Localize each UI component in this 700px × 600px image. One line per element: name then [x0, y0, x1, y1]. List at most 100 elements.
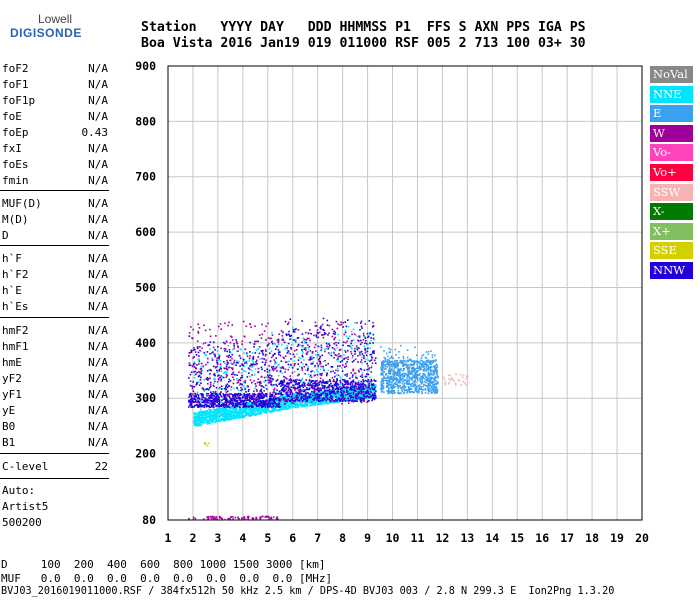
data-point-nne [352, 390, 355, 393]
data-point-e [423, 380, 426, 383]
param-value: N/A [88, 229, 108, 242]
data-point-nnw [187, 406, 190, 408]
x-tick-label: 20 [635, 531, 649, 545]
data-point-nne [206, 423, 209, 425]
data-point-e [398, 381, 400, 384]
data-point-nnw [194, 400, 197, 403]
data-point-nnw [200, 376, 202, 379]
data-point-e [392, 383, 395, 386]
data-point-e [399, 361, 401, 364]
data-point-e [382, 369, 385, 372]
data-point-nne [299, 344, 301, 346]
data-point-nne [299, 402, 302, 404]
data-point-e [381, 361, 384, 363]
data-point-e [394, 348, 397, 351]
data-point-e [423, 368, 426, 370]
data-point-e [420, 382, 423, 385]
data-point-nnw [319, 355, 321, 358]
data-point-nne [297, 406, 300, 408]
data-point-nne [251, 352, 254, 354]
data-point-e [393, 362, 396, 364]
data-point-nnw [322, 328, 324, 331]
data-point-nne [210, 413, 213, 416]
data-point-nne [228, 415, 231, 417]
data-point-nne [357, 379, 360, 382]
data-point-nnw [314, 384, 317, 387]
data-point-e [428, 387, 430, 390]
data-point-nnw [212, 403, 214, 406]
data-point-e [434, 367, 436, 370]
data-point-e [422, 389, 425, 391]
data-point-e [406, 367, 409, 370]
data-point-e [408, 389, 410, 391]
data-point-e [380, 381, 383, 383]
data-point-nnw [225, 365, 228, 368]
data-point-nnw [314, 394, 316, 397]
data-point-nnw [304, 385, 306, 387]
data-point-nne [254, 410, 257, 413]
data-point-nne [337, 333, 339, 336]
data-point-e [420, 375, 422, 378]
data-point-e [429, 377, 432, 379]
data-point-nne [372, 386, 374, 389]
data-point-e [407, 372, 410, 375]
data-point-e [394, 385, 396, 388]
data-point-nne [241, 412, 244, 415]
data-point-nne [337, 401, 339, 403]
data-point-nne [255, 408, 257, 411]
data-point-nne [315, 398, 317, 401]
data-point-nne [294, 401, 296, 404]
data-point-nnw [305, 394, 307, 396]
data-point-nne [236, 415, 239, 417]
data-point-e [416, 376, 419, 379]
data-point-nne [224, 410, 227, 413]
data-point-nne [207, 416, 209, 419]
data-point-e [403, 392, 405, 394]
data-point-nne [365, 397, 368, 400]
data-point-e [390, 369, 393, 371]
data-point-nnw [263, 396, 266, 398]
data-point-e [389, 351, 392, 353]
data-point-nne [304, 404, 307, 406]
data-point-e [382, 387, 385, 389]
data-point-nne [351, 390, 353, 393]
data-point-nnw [214, 400, 217, 402]
data-point-nnw [301, 354, 304, 357]
data-point-e [399, 378, 402, 381]
data-point-nnw [291, 392, 294, 395]
data-point-nne [225, 408, 228, 411]
data-point-nnw [356, 348, 359, 351]
data-point-nnw [282, 367, 285, 370]
data-point-nne [359, 394, 362, 397]
data-point-nne [318, 354, 320, 357]
data-point-nnw [300, 396, 302, 399]
data-point-nne [309, 401, 311, 404]
data-point-nnw [210, 403, 213, 406]
data-point-nnw [372, 395, 375, 398]
data-point-e [398, 370, 400, 372]
data-point-nne [266, 404, 268, 407]
data-point-e [389, 375, 392, 378]
data-point-nnw [285, 387, 288, 390]
data-point-nne [215, 415, 218, 417]
data-point-nnw [200, 382, 202, 384]
data-point-e [427, 363, 429, 366]
data-point-nne [281, 408, 284, 411]
data-point-nne [309, 381, 312, 384]
data-point-nne [198, 422, 201, 425]
data-point-e [380, 383, 382, 386]
data-point-nnw [255, 405, 258, 407]
data-point-nnw [246, 376, 249, 378]
data-point-nne [312, 360, 315, 363]
data-point-nne [335, 359, 338, 361]
data-point-nne [257, 348, 260, 350]
data-point-e [422, 361, 425, 363]
data-point-nnw [353, 385, 356, 387]
data-point-e [402, 378, 405, 380]
data-point-nne [296, 353, 298, 355]
data-point-nnw [329, 344, 331, 347]
data-point-nne [222, 412, 225, 414]
data-point-nne [327, 369, 330, 372]
data-point-nne [231, 406, 233, 409]
x-tick-label: 19 [610, 531, 624, 545]
